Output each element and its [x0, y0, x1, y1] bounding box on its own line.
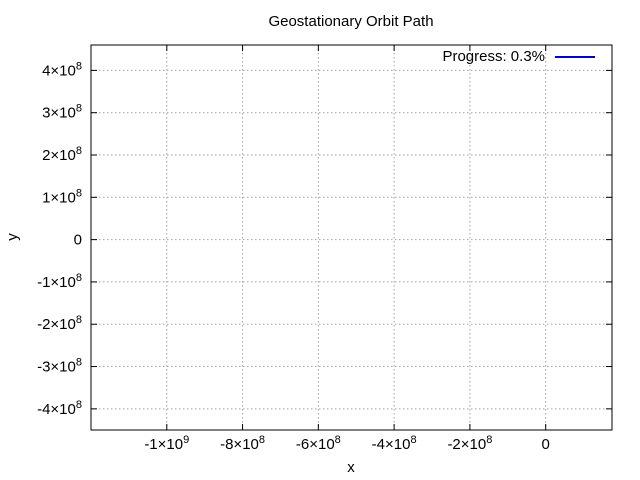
grid — [91, 45, 612, 430]
y-axis-label: y — [4, 233, 21, 241]
plot-frame — [90, 44, 613, 431]
x-tick-label: -2×108 — [447, 434, 492, 453]
y-tick-label: 2×108 — [42, 145, 82, 164]
y-tick-label: -1×108 — [37, 272, 82, 291]
y-tick-label: 3×108 — [42, 103, 82, 122]
x-tick-label: -8×108 — [220, 434, 265, 453]
y-tick-label: 4×108 — [42, 60, 82, 79]
x-axis-label: x — [347, 459, 355, 476]
legend: Progress: 0.3% — [442, 48, 595, 65]
y-tick-label: 1×108 — [42, 187, 82, 206]
legend-label: Progress: 0.3% — [442, 48, 545, 65]
y-axis-ticks: 4×108 3×108 2×108 1×108 0 -1×108 -2×108 -3×108 -… — [37, 60, 612, 418]
x-axis-ticks: -1×109 -8×108 -6×108 -4×108 -2×108 0 — [144, 45, 550, 453]
x-tick-label: -4×108 — [372, 434, 417, 453]
x-tick-label: -6×108 — [296, 434, 341, 453]
y-tick-label: -2×108 — [37, 314, 82, 333]
y-tick-label: 0 — [74, 232, 82, 249]
x-tick-label: -1×109 — [144, 434, 189, 453]
y-tick-label: -3×108 — [37, 357, 82, 376]
y-tick-label: -4×108 — [37, 399, 82, 418]
chart-title: Geostationary Orbit Path — [268, 13, 433, 30]
x-tick-label: 0 — [542, 436, 550, 453]
